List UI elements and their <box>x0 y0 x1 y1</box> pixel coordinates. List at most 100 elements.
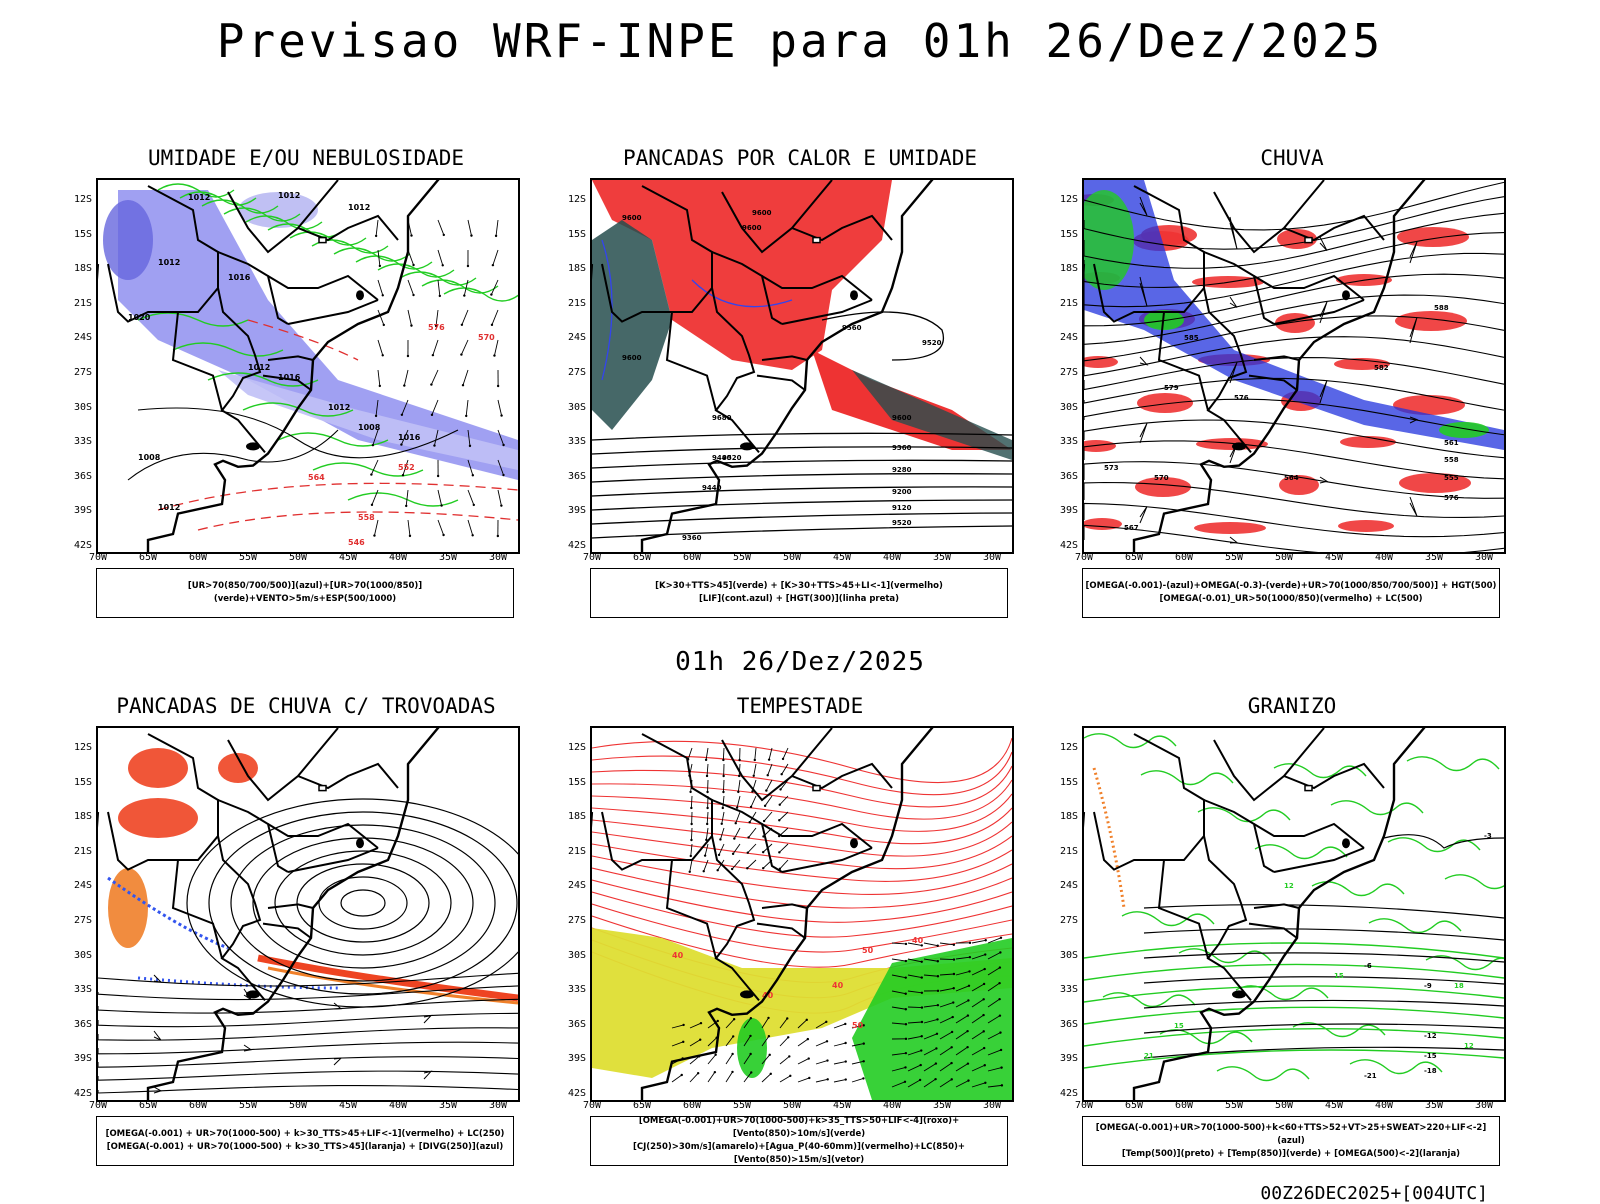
longitude-label: 30W <box>1467 552 1501 563</box>
wind-vector-head <box>703 870 705 872</box>
df-mark <box>319 786 326 791</box>
wind-vector-head <box>934 1078 936 1080</box>
wind-vector-head <box>952 1001 954 1003</box>
height-label: 9600 <box>622 354 642 362</box>
pressure-label: 546 <box>348 538 365 547</box>
lake-mark <box>850 838 858 848</box>
latitude-label: 15S <box>556 229 586 240</box>
wind-arrow-head <box>373 534 375 536</box>
wind-vector-head <box>689 791 691 793</box>
pressure-label: 1016 <box>228 273 251 282</box>
wind-arrow <box>498 400 502 416</box>
footer-timestamp: 00Z26DEC2025+[004UTC] <box>1260 1183 1488 1204</box>
temp500-contour <box>1144 929 1504 940</box>
border-line <box>1134 734 1204 860</box>
longitude-label: 45W <box>331 552 365 563</box>
temp-label: 21 <box>1144 1052 1154 1060</box>
streamline-arrow <box>1410 497 1417 516</box>
wind-vector <box>748 844 756 853</box>
wind-vector-head <box>950 1046 952 1048</box>
wind-arrow <box>493 250 498 265</box>
wind-vector-head <box>937 945 939 947</box>
wind-vector-head <box>722 791 724 793</box>
height-contour <box>592 500 1012 510</box>
wind-vector-head <box>808 1057 810 1059</box>
temp850-contour <box>1122 912 1214 926</box>
wind-arrow <box>438 520 444 535</box>
wind-vector <box>798 1059 809 1064</box>
latitude-label: 33S <box>1048 436 1078 447</box>
longitude-label: 35W <box>925 552 959 563</box>
latitude-label: 39S <box>1048 1053 1078 1064</box>
wind-arrow-head <box>497 385 499 387</box>
wind-vector-head <box>746 867 748 869</box>
latitude-label: 30S <box>556 950 586 961</box>
wind-vector <box>798 1078 809 1082</box>
height-contour <box>592 487 1012 496</box>
water-label: 50 <box>852 1021 864 1030</box>
longitude-label: 60W <box>675 1100 709 1111</box>
wind-arrow-head <box>440 504 442 506</box>
lagoon-mark <box>246 990 260 998</box>
wind-vector-head <box>937 990 939 992</box>
wind-vector-head <box>905 1008 907 1010</box>
latitude-label: 30S <box>1048 950 1078 961</box>
wind-arrow-head <box>492 264 494 266</box>
latitude-label: 18S <box>556 811 586 822</box>
temp850-contour <box>1426 956 1504 970</box>
wind-arrow-head <box>403 384 405 386</box>
latitude-label: 12S <box>1048 194 1078 205</box>
height-contour <box>822 312 943 360</box>
legend-line: [OMEGA(-0.001)+UR>70(1000-500)+k>35_TTS>… <box>591 1115 1007 1141</box>
wind-vector-head <box>733 1018 735 1020</box>
forecast-map <box>96 726 520 1102</box>
latitude-label: 18S <box>1048 811 1078 822</box>
wind-arrow-head <box>433 444 435 446</box>
east-coastline <box>1134 728 1434 1100</box>
wind-arrow-head <box>471 534 473 536</box>
wind-arrow-head <box>500 414 502 416</box>
wind-arrow-head <box>502 474 504 476</box>
latitude-label: 42S <box>556 540 586 551</box>
height-contour <box>592 460 1012 468</box>
panel-legend: [OMEGA(-0.001)+UR>70(1000-500)+k<60+TTS>… <box>1082 1116 1500 1166</box>
wind-vector <box>852 1078 863 1082</box>
wind-arrow-head <box>490 293 492 295</box>
longitude-label: 60W <box>1167 1100 1201 1111</box>
wind-vector-head <box>969 956 971 958</box>
wind-vector-head <box>905 960 907 962</box>
height-label: 561 <box>1444 439 1459 447</box>
longitude-label: 40W <box>875 552 909 563</box>
wind-arrow-head <box>470 234 472 236</box>
longitude-label: 60W <box>181 552 215 563</box>
wind-vector-head <box>706 823 708 825</box>
temp500-contour <box>1144 1047 1504 1058</box>
wind-vector-head <box>968 985 970 987</box>
pressure-label: 1012 <box>328 403 350 412</box>
wind-vector <box>816 1061 827 1064</box>
storm-red <box>118 798 198 838</box>
wind-vector <box>738 780 740 792</box>
wind-vector-head <box>681 1074 683 1076</box>
temp-label: -9 <box>1424 982 1432 990</box>
wind-vector <box>723 796 724 808</box>
green-contour <box>334 248 410 261</box>
green-contour <box>290 232 366 245</box>
height-label: 558 <box>1444 456 1459 464</box>
latitude-label: 39S <box>556 505 586 516</box>
wind-vector <box>762 1074 771 1082</box>
longitude-label: 50W <box>281 552 315 563</box>
longitude-label: 65W <box>625 552 659 563</box>
wind-arrow-head <box>493 354 495 356</box>
wind-vector-head <box>749 1035 751 1037</box>
latitude-label: 24S <box>62 332 92 343</box>
wind-vector-head <box>905 943 907 945</box>
wind-arrow-head <box>405 505 407 507</box>
water-label: 40 <box>672 951 684 960</box>
height-label: 567 <box>1124 524 1139 532</box>
longitude-label: 45W <box>825 552 859 563</box>
storm-band <box>258 958 518 998</box>
map-canvas <box>98 728 518 1100</box>
